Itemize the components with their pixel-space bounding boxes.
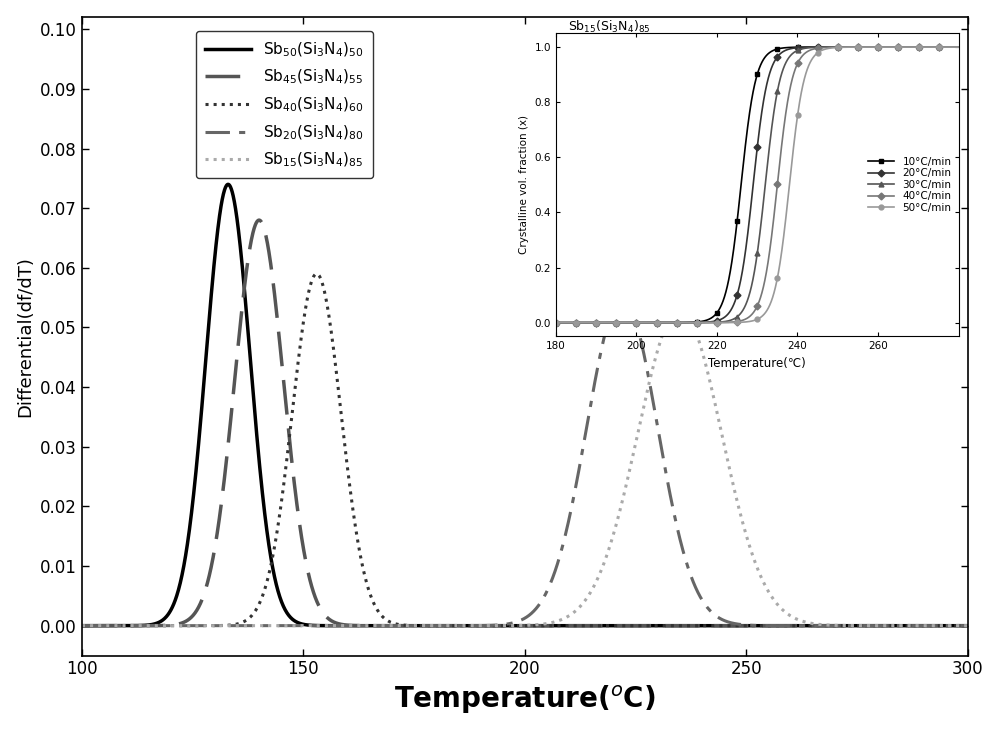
Line: Sb$_{40}$(Si$_3$N$_4$)$_{60}$: Sb$_{40}$(Si$_3$N$_4$)$_{60}$ [82,274,968,626]
Sb$_{50}$(Si$_3$N$_4$)$_{50}$ [177,566,189,575]
Sb$_{50}$(Si$_3$N$_4$)$_{50}$ [944,622,956,630]
Sb$_{15}$(Si$_3$N$_4$)$_{85}$ [962,622,974,630]
Sb$_{15}$(Si$_3$N$_4$)$_{85}$ [849,622,861,630]
Line: Sb$_{45}$(Si$_3$N$_4$)$_{55}$: Sb$_{45}$(Si$_3$N$_4$)$_{55}$ [82,220,968,626]
Sb$_{45}$(Si$_3$N$_4$)$_{55}$ [230,367,242,376]
Sb$_{50}$(Si$_3$N$_4$)$_{50}$ [962,622,974,630]
Sb$_{40}$(Si$_3$N$_4$)$_{60}$ [230,620,242,629]
Line: Sb$_{20}$(Si$_3$N$_4$)$_{80}$: Sb$_{20}$(Si$_3$N$_4$)$_{80}$ [82,298,968,626]
Sb$_{45}$(Si$_3$N$_4$)$_{55}$ [177,618,189,627]
Sb$_{20}$(Si$_3$N$_4$)$_{80}$ [944,622,956,630]
Sb$_{45}$(Si$_3$N$_4$)$_{55}$ [944,622,956,630]
Sb$_{40}$(Si$_3$N$_4$)$_{60}$ [944,622,956,630]
Sb$_{15}$(Si$_3$N$_4$)$_{85}$ [454,622,466,630]
Sb$_{20}$(Si$_3$N$_4$)$_{80}$ [416,622,428,630]
Sb$_{15}$(Si$_3$N$_4$)$_{85}$ [944,622,956,630]
Sb$_{40}$(Si$_3$N$_4$)$_{60}$ [76,622,88,630]
Sb$_{20}$(Si$_3$N$_4$)$_{80}$ [849,622,861,630]
Sb$_{45}$(Si$_3$N$_4$)$_{55}$ [849,622,861,630]
Sb$_{50}$(Si$_3$N$_4$)$_{50}$ [76,622,88,630]
Sb$_{15}$(Si$_3$N$_4$)$_{85}$ [674,305,686,314]
Sb$_{40}$(Si$_3$N$_4$)$_{60}$ [454,622,466,630]
Sb$_{20}$(Si$_3$N$_4$)$_{80}$ [230,622,242,630]
Line: Sb$_{15}$(Si$_3$N$_4$)$_{85}$: Sb$_{15}$(Si$_3$N$_4$)$_{85}$ [82,309,968,626]
Legend: Sb$_{50}$(Si$_3$N$_4$)$_{50}$, Sb$_{45}$(Si$_3$N$_4$)$_{55}$, Sb$_{40}$(Si$_3$N$: Sb$_{50}$(Si$_3$N$_4$)$_{50}$, Sb$_{45}$… [196,32,373,178]
Sb$_{50}$(Si$_3$N$_4$)$_{50}$ [454,622,466,630]
Sb$_{20}$(Si$_3$N$_4$)$_{80}$ [962,622,974,630]
Sb$_{20}$(Si$_3$N$_4$)$_{80}$ [177,622,189,630]
Line: Sb$_{50}$(Si$_3$N$_4$)$_{50}$: Sb$_{50}$(Si$_3$N$_4$)$_{50}$ [82,184,968,626]
Sb$_{15}$(Si$_3$N$_4$)$_{85}$ [177,622,189,630]
Sb$_{40}$(Si$_3$N$_4$)$_{60}$ [849,622,861,630]
Sb$_{40}$(Si$_3$N$_4$)$_{60}$ [962,622,974,630]
Sb$_{15}$(Si$_3$N$_4$)$_{85}$ [76,622,88,630]
Sb$_{40}$(Si$_3$N$_4$)$_{60}$ [416,622,428,630]
Sb$_{20}$(Si$_3$N$_4$)$_{80}$ [76,622,88,630]
Sb$_{40}$(Si$_3$N$_4$)$_{60}$ [311,270,323,279]
Sb$_{50}$(Si$_3$N$_4$)$_{50}$ [416,622,428,630]
Sb$_{15}$(Si$_3$N$_4$)$_{85}$ [230,622,242,630]
Sb$_{50}$(Si$_3$N$_4$)$_{50}$ [849,622,861,630]
Y-axis label: Differential(df/dT): Differential(df/dT) [17,256,35,417]
X-axis label: Temperature($^o$C): Temperature($^o$C) [394,684,656,716]
Sb$_{40}$(Si$_3$N$_4$)$_{60}$ [177,622,189,630]
Sb$_{45}$(Si$_3$N$_4$)$_{55}$ [76,622,88,630]
Sb$_{45}$(Si$_3$N$_4$)$_{55}$ [416,622,428,630]
Sb$_{45}$(Si$_3$N$_4$)$_{55}$ [454,622,466,630]
Sb$_{45}$(Si$_3$N$_4$)$_{55}$ [962,622,974,630]
Sb$_{45}$(Si$_3$N$_4$)$_{55}$ [253,216,265,224]
Sb$_{15}$(Si$_3$N$_4$)$_{85}$ [416,622,428,630]
Sb$_{50}$(Si$_3$N$_4$)$_{50}$ [230,206,242,215]
Sb$_{20}$(Si$_3$N$_4$)$_{80}$ [454,622,466,630]
Sb$_{50}$(Si$_3$N$_4$)$_{50}$ [222,180,234,188]
Sb$_{20}$(Si$_3$N$_4$)$_{80}$ [616,293,628,302]
